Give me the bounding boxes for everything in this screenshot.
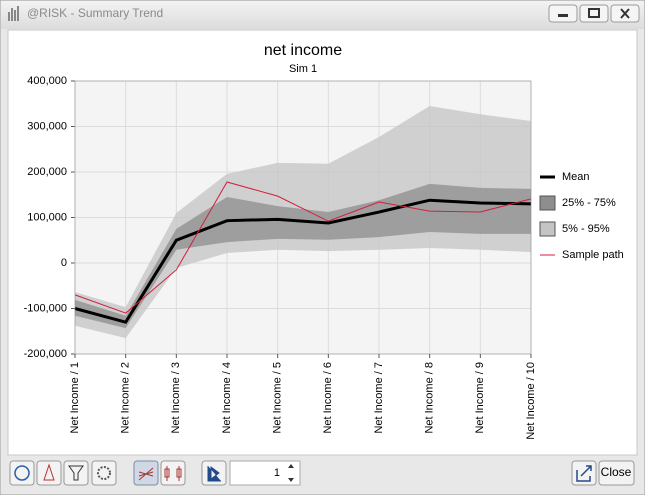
legend-label: 5% - 95% <box>562 223 610 235</box>
series-line <box>74 198 532 324</box>
close-button-label: Close <box>601 465 632 479</box>
title-bar <box>1 1 644 29</box>
x-tick-label: Net Income / 2 <box>120 362 132 434</box>
maximize-icon <box>588 8 600 18</box>
legend-label: Sample path <box>562 249 624 261</box>
close-icon <box>620 8 630 19</box>
maximize-button[interactable] <box>579 4 609 23</box>
boxplot-icon-box <box>164 468 170 478</box>
toolbar: 1 Close <box>9 460 635 486</box>
format-icon <box>43 463 55 481</box>
x-tick-label: Net Income / 5 <box>272 362 284 434</box>
legend-label: Mean <box>562 171 590 183</box>
y-tick-label: 100,000 <box>27 211 67 223</box>
close-button[interactable] <box>598 460 635 486</box>
plot: -200,000 -100,000 0 100,000 200,000 300,000 40… <box>24 75 537 440</box>
y-tick-label: 200,000 <box>27 166 67 178</box>
trend-view-button[interactable] <box>133 460 159 486</box>
format-button[interactable] <box>36 460 62 486</box>
x-tick-label: Net Income / 1 <box>69 362 81 434</box>
x-tick-label: Net Income / 4 <box>221 362 233 434</box>
series-line <box>74 181 532 314</box>
trend-view-icon <box>138 467 154 481</box>
x-tick-label: Net Income / 7 <box>373 362 385 434</box>
plot-border <box>74 80 532 355</box>
chart-subtitle: Sim 1 <box>289 63 317 75</box>
band-area <box>75 183 531 329</box>
settings-button[interactable] <box>91 460 117 486</box>
help-icon <box>14 465 30 481</box>
window-title: @RISK - Summary Trend <box>27 6 163 20</box>
minimize-icon <box>558 14 568 17</box>
window-controls[interactable] <box>548 4 640 23</box>
x-tick-label: Net Income / 8 <box>424 362 436 434</box>
legend-swatch <box>539 195 556 211</box>
y-tick-label: -100,000 <box>24 302 67 314</box>
y-tick-label: 0 <box>61 257 67 269</box>
help-button[interactable] <box>9 460 35 486</box>
filter-button[interactable] <box>63 460 89 486</box>
legend-label: 25% - 75% <box>562 197 616 209</box>
x-tick-label: Net Income / 6 <box>322 362 334 434</box>
play-icon <box>207 466 221 482</box>
chart-title: net income <box>264 42 342 59</box>
app-icon <box>8 6 19 21</box>
export-icon <box>576 465 592 482</box>
spinner-value: 1 <box>274 467 280 479</box>
minimize-button[interactable] <box>548 4 578 23</box>
legend: Mean 25% - 75% 5% - 95% Sample path <box>539 171 624 261</box>
legend-swatch <box>539 221 556 237</box>
x-tick-label: Net Income / 9 <box>474 362 486 434</box>
y-tick-label: 400,000 <box>27 75 67 87</box>
y-tick-label: 300,000 <box>27 120 67 132</box>
y-tick-label: -200,000 <box>24 348 67 360</box>
x-tick-label: Net Income / 10 <box>525 362 537 440</box>
x-tick-label: Net Income / 3 <box>170 362 182 434</box>
boxplot-icon-box <box>176 468 182 478</box>
spinner-arrows[interactable] <box>288 464 294 482</box>
settings-icon <box>97 466 111 480</box>
filter-icon <box>68 465 84 481</box>
spinner-input[interactable] <box>229 460 301 486</box>
